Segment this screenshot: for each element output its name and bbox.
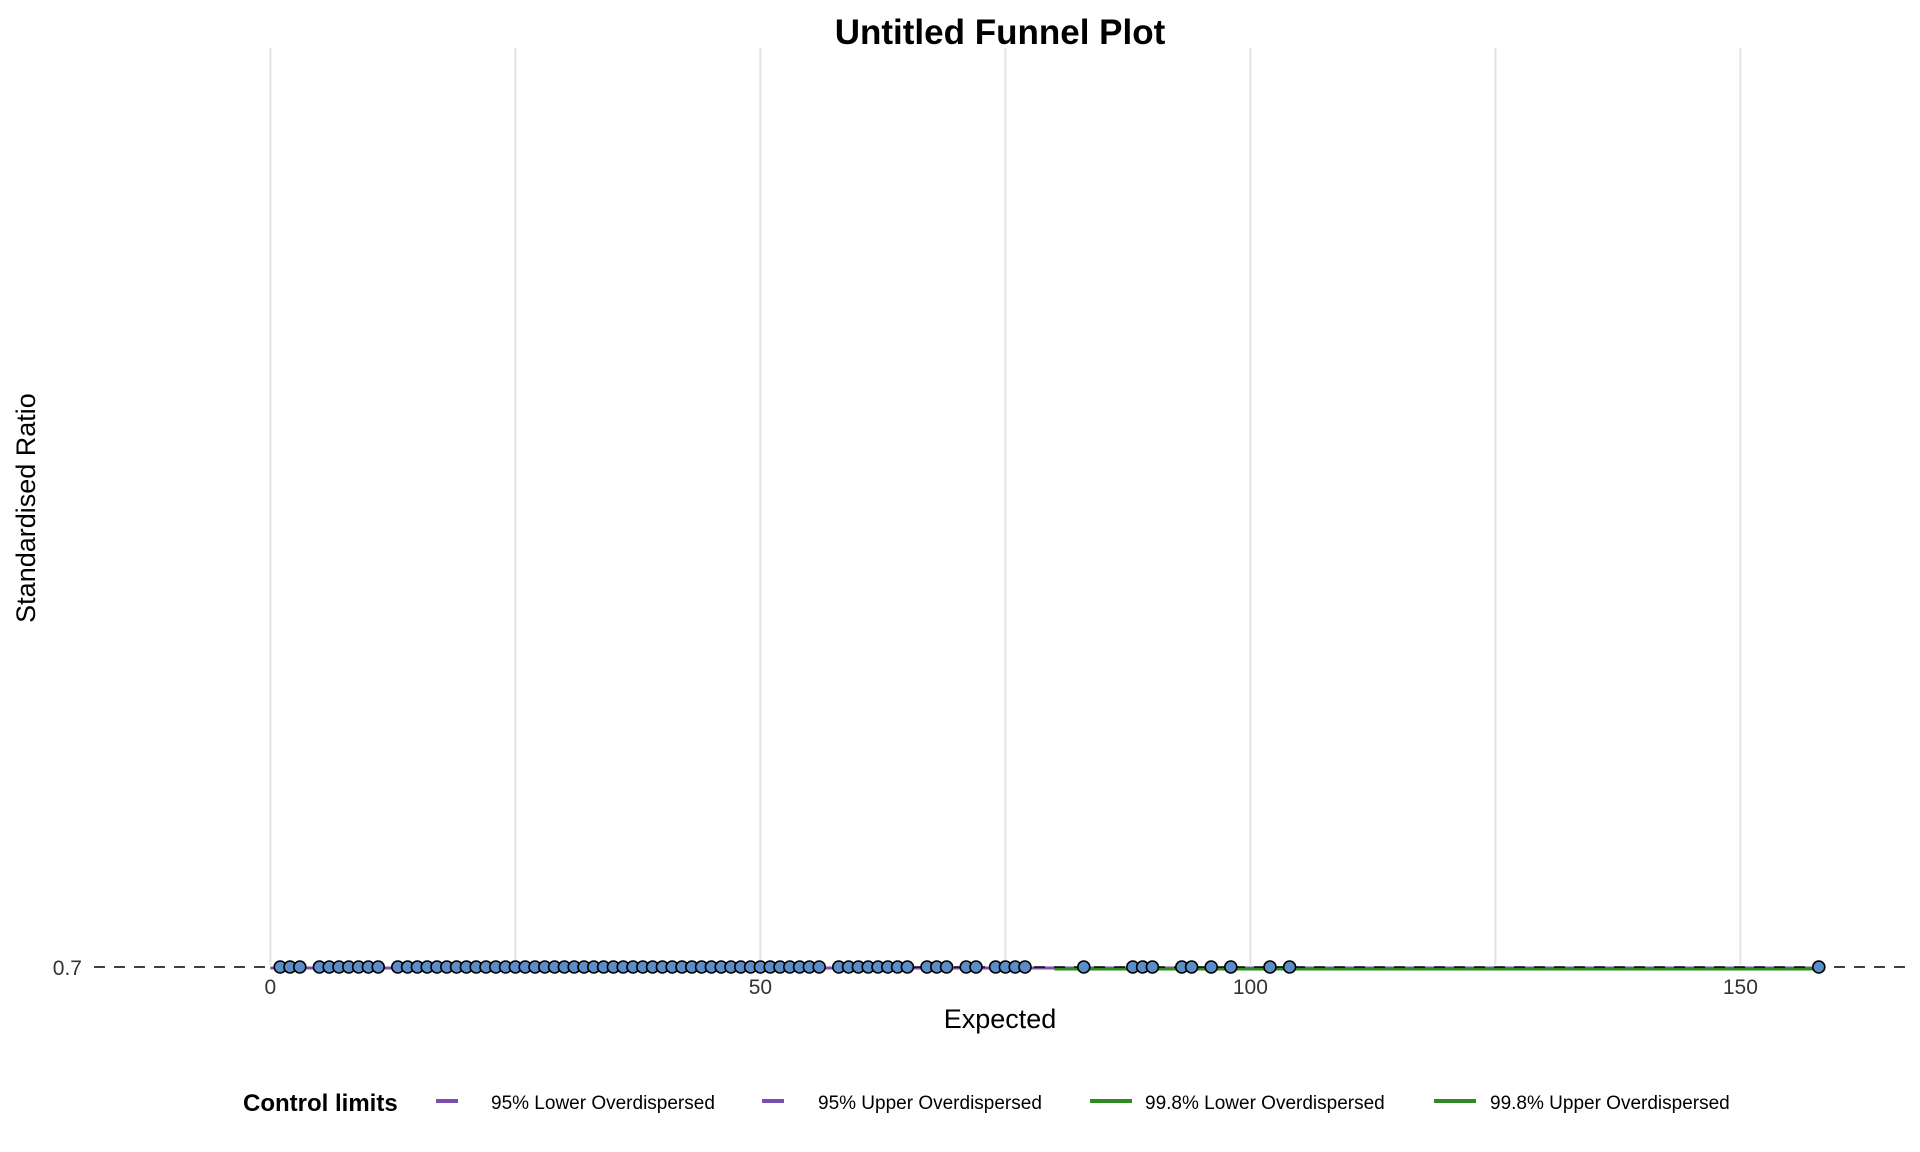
legend-label-3: 99.8% Lower Overdispersed xyxy=(1145,1093,1385,1114)
x-tick-label-150: 150 xyxy=(1723,976,1758,999)
x-axis-label: Expected xyxy=(944,1004,1057,1034)
data-point-80 xyxy=(1263,960,1277,974)
legend-title: Control limits xyxy=(243,1090,398,1117)
x-tick-label-50: 50 xyxy=(749,976,772,999)
data-point-54 xyxy=(812,960,827,974)
data-point-3 xyxy=(292,960,307,974)
data-point-77 xyxy=(1184,960,1199,974)
data-point-78 xyxy=(1204,960,1218,974)
data-point-72 xyxy=(1077,960,1091,974)
legend-label-4: 99.8% Upper Overdispersed xyxy=(1490,1093,1730,1114)
data-point-62 xyxy=(900,960,915,974)
y-axis-label: Standardised Ratio xyxy=(11,393,41,623)
y-tick-label-0.7: 0.7 xyxy=(53,957,82,980)
data-point-75 xyxy=(1145,960,1160,974)
legend-entries: 95% Lower Overdispersed 95% Upper Overdis… xyxy=(436,1093,1730,1114)
data-point-82 xyxy=(1812,960,1826,974)
y-axis-ticks: 0.7 xyxy=(53,957,82,980)
legend: Control limits 95% Lower Overdispersed 95… xyxy=(243,1090,1730,1117)
data-point-65 xyxy=(939,960,954,974)
x-tick-label-0: 0 xyxy=(265,976,277,999)
data-points xyxy=(273,960,1826,974)
x-axis-ticks: 0 50 100 150 xyxy=(265,976,1758,999)
data-point-10 xyxy=(371,960,386,974)
data-point-79 xyxy=(1224,960,1238,974)
x-tick-label-100: 100 xyxy=(1233,976,1268,999)
legend-label-1: 95% Lower Overdispersed xyxy=(491,1093,715,1114)
grid-lines xyxy=(269,48,1742,965)
chart-title: Untitled Funnel Plot xyxy=(835,13,1166,52)
data-point-81 xyxy=(1282,960,1297,974)
legend-label-2: 95% Upper Overdispersed xyxy=(818,1093,1042,1114)
data-point-71 xyxy=(1018,960,1032,974)
data-point-67 xyxy=(969,960,983,974)
